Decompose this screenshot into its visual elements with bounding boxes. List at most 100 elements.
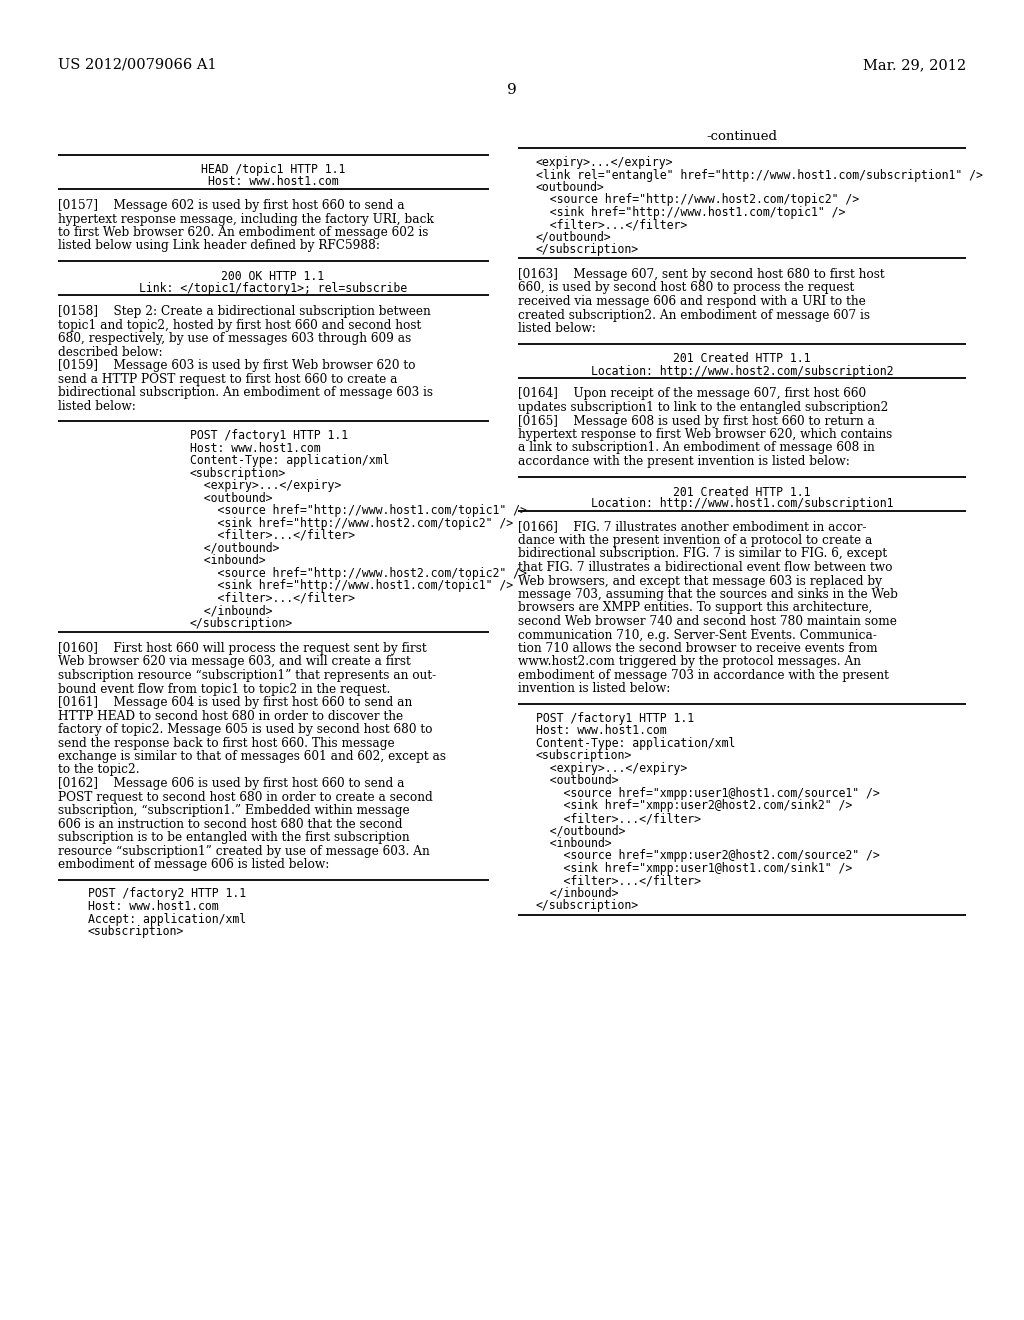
Text: hypertext response message, including the factory URI, back: hypertext response message, including th… (58, 213, 434, 226)
Text: <expiry>...</expiry>: <expiry>...</expiry> (536, 762, 687, 775)
Text: <source href="http://www.host2.com/topic2" />: <source href="http://www.host2.com/topic… (190, 566, 527, 579)
Text: <sink href="xmpp:user1@host1.com/sink1" />: <sink href="xmpp:user1@host1.com/sink1" … (536, 862, 852, 875)
Text: 201 Created HTTP 1.1: 201 Created HTTP 1.1 (673, 352, 811, 366)
Text: accordance with the present invention is listed below:: accordance with the present invention is… (518, 455, 850, 469)
Text: updates subscription1 to link to the entangled subscription2: updates subscription1 to link to the ent… (518, 401, 889, 414)
Text: [0157]    Message 602 is used by first host 660 to send a: [0157] Message 602 is used by first host… (58, 199, 404, 213)
Text: </outbound>: </outbound> (536, 231, 611, 244)
Text: HEAD /topic1 HTTP 1.1: HEAD /topic1 HTTP 1.1 (201, 162, 345, 176)
Text: <filter>...</filter>: <filter>...</filter> (536, 874, 701, 887)
Text: <source href="http://www.host1.com/topic1" />: <source href="http://www.host1.com/topic… (190, 504, 527, 517)
Text: to first Web browser 620. An embodiment of message 602 is: to first Web browser 620. An embodiment … (58, 226, 428, 239)
Text: <source href="xmpp:user2@host2.com/source2" />: <source href="xmpp:user2@host2.com/sourc… (536, 850, 880, 862)
Text: <source href="http://www.host2.com/topic2" />: <source href="http://www.host2.com/topic… (536, 194, 859, 206)
Text: hypertext response to first Web browser 620, which contains: hypertext response to first Web browser … (518, 428, 892, 441)
Text: Web browsers, and except that message 603 is replaced by: Web browsers, and except that message 60… (518, 574, 882, 587)
Text: <filter>...</filter>: <filter>...</filter> (536, 812, 701, 825)
Text: communication 710, e.g. Server-Sent Events. Communica-: communication 710, e.g. Server-Sent Even… (518, 628, 877, 642)
Text: <sink href="http://www.host1.com/topic1" />: <sink href="http://www.host1.com/topic1"… (536, 206, 846, 219)
Text: [0160]    First host 660 will process the request sent by first: [0160] First host 660 will process the r… (58, 642, 427, 655)
Text: </outbound>: </outbound> (536, 825, 626, 837)
Text: -continued: -continued (707, 129, 777, 143)
Text: bound event flow from topic1 to topic2 in the request.: bound event flow from topic1 to topic2 i… (58, 682, 390, 696)
Text: Accept: application/xml: Accept: application/xml (88, 912, 246, 925)
Text: Host: www.host1.com: Host: www.host1.com (536, 725, 667, 738)
Text: factory of topic2. Message 605 is used by second host 680 to: factory of topic2. Message 605 is used b… (58, 723, 432, 737)
Text: <inbound>: <inbound> (536, 837, 611, 850)
Text: <expiry>...</expiry>: <expiry>...</expiry> (536, 156, 674, 169)
Text: 660, is used by second host 680 to process the request: 660, is used by second host 680 to proce… (518, 281, 854, 294)
Text: subscription, “subscription1.” Embedded within message: subscription, “subscription1.” Embedded … (58, 804, 410, 817)
Text: listed below:: listed below: (58, 400, 136, 412)
Text: Link: </topic1/factory1>; rel=subscribe: Link: </topic1/factory1>; rel=subscribe (139, 282, 408, 294)
Text: 201 Created HTTP 1.1: 201 Created HTTP 1.1 (673, 486, 811, 499)
Text: Content-Type: application/xml: Content-Type: application/xml (190, 454, 389, 467)
Text: listed below using Link header defined by RFC5988:: listed below using Link header defined b… (58, 239, 380, 252)
Text: </subscription>: </subscription> (536, 243, 639, 256)
Text: to the topic2.: to the topic2. (58, 763, 139, 776)
Text: created subscription2. An embodiment of message 607 is: created subscription2. An embodiment of … (518, 309, 870, 322)
Text: [0159]    Message 603 is used by first Web browser 620 to: [0159] Message 603 is used by first Web … (58, 359, 416, 372)
Text: 9: 9 (507, 83, 517, 96)
Text: <link rel="entangle" href="http://www.host1.com/subscription1" />: <link rel="entangle" href="http://www.ho… (536, 169, 983, 181)
Text: exchange is similar to that of messages 601 and 602, except as: exchange is similar to that of messages … (58, 750, 446, 763)
Text: Location: http://www.host2.com/subscription2: Location: http://www.host2.com/subscript… (591, 364, 893, 378)
Text: send the response back to first host 660. This message: send the response back to first host 660… (58, 737, 394, 750)
Text: Web browser 620 via message 603, and will create a first: Web browser 620 via message 603, and wil… (58, 656, 411, 668)
Text: message 703, assuming that the sources and sinks in the Web: message 703, assuming that the sources a… (518, 587, 898, 601)
Text: </inbound>: </inbound> (190, 605, 272, 616)
Text: <filter>...</filter>: <filter>...</filter> (190, 529, 355, 543)
Text: invention is listed below:: invention is listed below: (518, 682, 671, 696)
Text: Host: www.host1.com: Host: www.host1.com (190, 441, 321, 454)
Text: second Web browser 740 and second host 780 maintain some: second Web browser 740 and second host 7… (518, 615, 897, 628)
Text: [0165]    Message 608 is used by first host 660 to return a: [0165] Message 608 is used by first host… (518, 414, 874, 428)
Text: Host: www.host1.com: Host: www.host1.com (88, 900, 219, 913)
Text: [0164]    Upon receipt of the message 607, first host 660: [0164] Upon receipt of the message 607, … (518, 388, 866, 400)
Text: Host: www.host1.com: Host: www.host1.com (208, 176, 338, 187)
Text: HTTP HEAD to second host 680 in order to discover the: HTTP HEAD to second host 680 in order to… (58, 710, 403, 722)
Text: <outbound>: <outbound> (536, 775, 618, 788)
Text: tion 710 allows the second browser to receive events from: tion 710 allows the second browser to re… (518, 642, 878, 655)
Text: described below:: described below: (58, 346, 163, 359)
Text: [0163]    Message 607, sent by second host 680 to first host: [0163] Message 607, sent by second host … (518, 268, 885, 281)
Text: subscription resource “subscription1” that represents an out-: subscription resource “subscription1” th… (58, 669, 436, 682)
Text: 606 is an instruction to second host 680 that the second: 606 is an instruction to second host 680… (58, 817, 402, 830)
Text: <outbound>: <outbound> (536, 181, 605, 194)
Text: a link to subscription1. An embodiment of message 608 in: a link to subscription1. An embodiment o… (518, 441, 874, 454)
Text: that FIG. 7 illustrates a bidirectional event flow between two: that FIG. 7 illustrates a bidirectional … (518, 561, 893, 574)
Text: US 2012/0079066 A1: US 2012/0079066 A1 (58, 58, 217, 73)
Text: POST /factory1 HTTP 1.1: POST /factory1 HTTP 1.1 (190, 429, 348, 442)
Text: received via message 606 and respond with a URI to the: received via message 606 and respond wit… (518, 294, 865, 308)
Text: www.host2.com triggered by the protocol messages. An: www.host2.com triggered by the protocol … (518, 656, 861, 668)
Text: <subscription>: <subscription> (536, 750, 632, 763)
Text: dance with the present invention of a protocol to create a: dance with the present invention of a pr… (518, 535, 872, 546)
Text: </inbound>: </inbound> (536, 887, 618, 900)
Text: <subscription>: <subscription> (190, 466, 287, 479)
Text: embodiment of message 606 is listed below:: embodiment of message 606 is listed belo… (58, 858, 330, 871)
Text: [0161]    Message 604 is used by first host 660 to send an: [0161] Message 604 is used by first host… (58, 696, 413, 709)
Text: <expiry>...</expiry>: <expiry>...</expiry> (190, 479, 341, 492)
Text: <sink href="http://www.host1.com/topic1" />: <sink href="http://www.host1.com/topic1"… (190, 579, 513, 591)
Text: 680, respectively, by use of messages 603 through 609 as: 680, respectively, by use of messages 60… (58, 333, 412, 345)
Text: <inbound>: <inbound> (190, 554, 265, 568)
Text: POST /factory2 HTTP 1.1: POST /factory2 HTTP 1.1 (88, 887, 246, 900)
Text: [0166]    FIG. 7 illustrates another embodiment in accor-: [0166] FIG. 7 illustrates another embodi… (518, 520, 866, 533)
Text: </outbound>: </outbound> (190, 541, 280, 554)
Text: </subscription>: </subscription> (536, 899, 639, 912)
Text: [0162]    Message 606 is used by first host 660 to send a: [0162] Message 606 is used by first host… (58, 777, 404, 789)
Text: Location: http://www.host1.com/subscription1: Location: http://www.host1.com/subscript… (591, 498, 893, 511)
Text: <sink href="http://www.host2.com/topic2" />: <sink href="http://www.host2.com/topic2"… (190, 516, 513, 529)
Text: bidirectional subscription. FIG. 7 is similar to FIG. 6, except: bidirectional subscription. FIG. 7 is si… (518, 548, 887, 561)
Text: <subscription>: <subscription> (88, 925, 184, 939)
Text: </subscription>: </subscription> (190, 616, 293, 630)
Text: POST request to second host 680 in order to create a second: POST request to second host 680 in order… (58, 791, 433, 804)
Text: send a HTTP POST request to first host 660 to create a: send a HTTP POST request to first host 6… (58, 372, 397, 385)
Text: <sink href="xmpp:user2@host2.com/sink2" />: <sink href="xmpp:user2@host2.com/sink2" … (536, 800, 852, 813)
Text: subscription is to be entangled with the first subscription: subscription is to be entangled with the… (58, 832, 410, 843)
Text: 200 OK HTTP 1.1: 200 OK HTTP 1.1 (221, 271, 325, 282)
Text: resource “subscription1” created by use of message 603. An: resource “subscription1” created by use … (58, 845, 430, 858)
Text: <source href="xmpp:user1@host1.com/source1" />: <source href="xmpp:user1@host1.com/sourc… (536, 787, 880, 800)
Text: Content-Type: application/xml: Content-Type: application/xml (536, 737, 735, 750)
Text: <filter>...</filter>: <filter>...</filter> (536, 219, 687, 231)
Text: listed below:: listed below: (518, 322, 596, 335)
